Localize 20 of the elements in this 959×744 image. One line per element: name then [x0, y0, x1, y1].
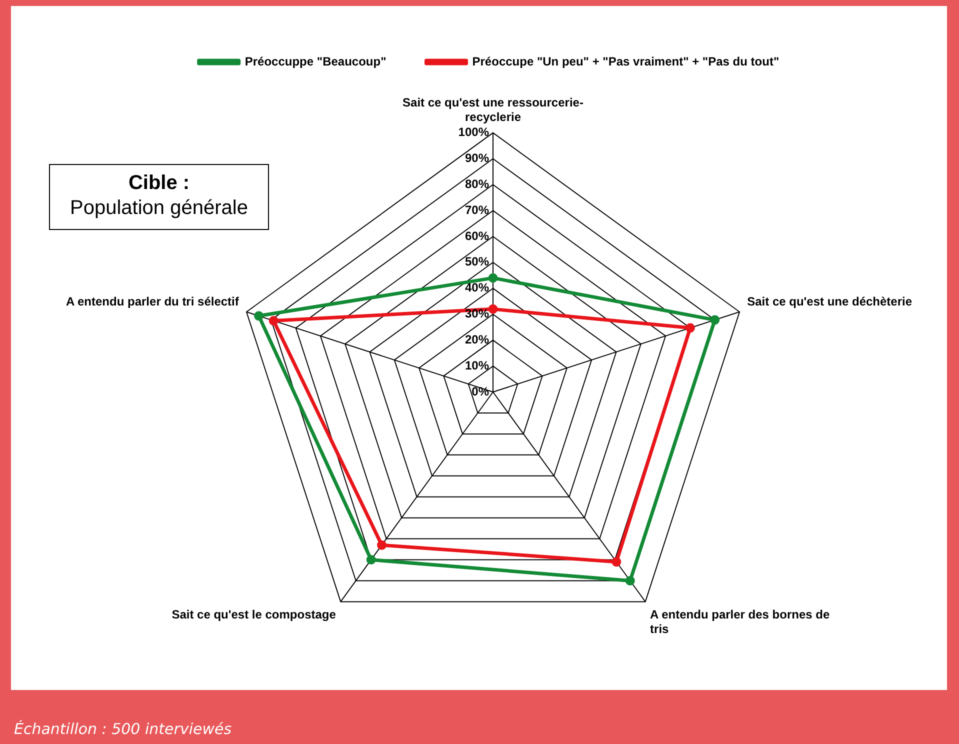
spoke-label: A entendu parler des bornes de tris: [650, 608, 830, 636]
y-tick-label: 40%: [464, 280, 490, 295]
text: Échantillon : 500 interviewés: [14, 720, 232, 738]
y-tick-label: 20%: [464, 332, 490, 346]
y-tick-label: 60%: [464, 228, 490, 243]
y-tick-label: 100%: [458, 125, 490, 140]
y-tick-label: 10%: [464, 358, 490, 372]
spoke-label: Sait ce qu'est une déchèterie: [747, 294, 912, 309]
legend-label: Préoccupe "Un peu" + "Pas vraiment" + "Pas du tout": [472, 54, 780, 68]
y-tick-label: 70%: [464, 202, 490, 217]
y-tick-label: 80%: [464, 176, 490, 191]
spoke-label: A entendu parler du tri sélectif: [66, 294, 240, 309]
y-tick-label: 0%: [472, 384, 490, 398]
legend-label: Préoccuppe "Beaucoup": [244, 54, 386, 68]
y-tick-label: 50%: [464, 254, 490, 269]
spoke-label: Sait ce qu'est une ressourcerie-recyclerie: [402, 96, 584, 124]
text: Cible :: [128, 172, 190, 194]
spoke-label: Sait ce qu'est le compostage: [172, 608, 336, 622]
text: Population générale: [70, 197, 248, 219]
y-tick-label: 90%: [464, 151, 490, 166]
